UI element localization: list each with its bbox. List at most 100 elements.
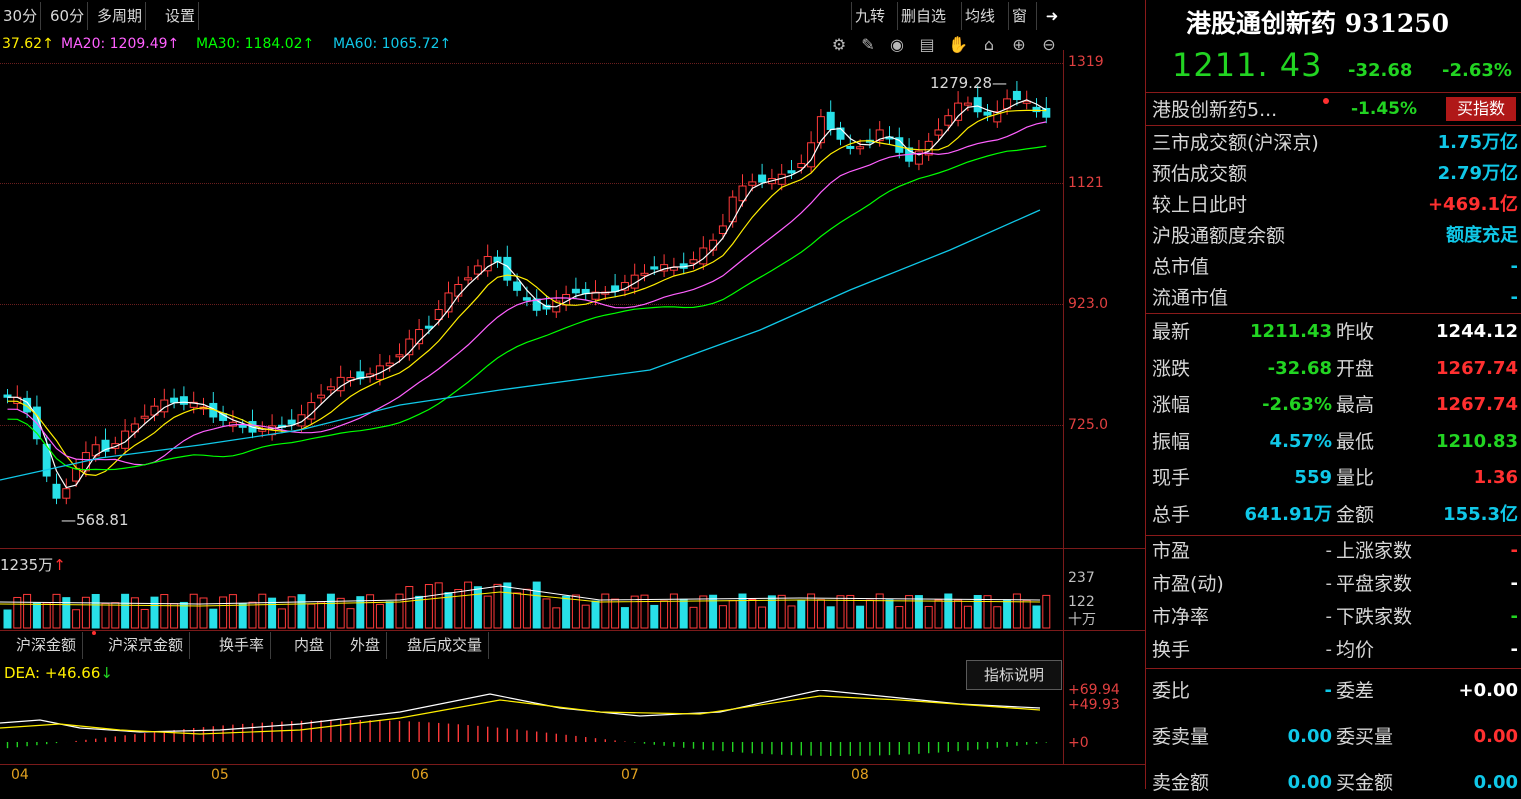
related-fund-name[interactable]: 港股创新药5...: [1152, 99, 1278, 121]
volume-bar: [630, 595, 639, 629]
hand-pan-icon[interactable]: ✋: [948, 35, 968, 54]
quote-value: 1244.12: [1436, 321, 1518, 342]
candle-body: [1012, 90, 1021, 101]
kline-chart-area[interactable]: 30分 60分 多周期 设置 九转 删自选 均线 窗 ➜ 37.62↑ MA20…: [0, 0, 1145, 789]
volume-bar: [170, 603, 179, 629]
dea-label: DEA: +46.66↓: [4, 664, 113, 682]
candle-body: [415, 329, 424, 345]
volume-bar: [42, 602, 51, 629]
volume-bar: [1032, 605, 1041, 629]
volume-bar: [483, 595, 492, 629]
volume-bar: [62, 597, 71, 629]
lock-icon[interactable]: ⌂: [983, 35, 995, 54]
tab-hs-amount[interactable]: 沪深金额: [10, 632, 84, 659]
indicator-help-button[interactable]: 指标说明: [966, 660, 1062, 690]
candle-body: [532, 298, 541, 311]
volume-bar: [219, 596, 228, 629]
macd-chart: [0, 690, 1048, 756]
zoom-in-icon[interactable]: ⊕: [1012, 35, 1026, 54]
month-label: 06: [411, 767, 429, 783]
volume-bar: [366, 594, 375, 629]
volume-bar: [601, 593, 610, 629]
ma-lines-button[interactable]: 均线: [961, 2, 998, 30]
stat-value: -: [1510, 606, 1518, 627]
settings-gear-icon[interactable]: ⚙: [831, 35, 847, 54]
candle-body: [121, 430, 130, 449]
volume-bar: [669, 593, 678, 629]
volume-bar: [640, 594, 649, 629]
remove-watchlist-button[interactable]: 删自选: [897, 2, 949, 30]
zoom-out-icon[interactable]: ⊖: [1042, 35, 1056, 54]
candle-body: [807, 142, 816, 168]
volume-bar: [101, 602, 110, 629]
order-label: 委差: [1336, 680, 1375, 702]
stat-label: 换手: [1152, 639, 1191, 661]
volume-bar: [1022, 599, 1031, 629]
period-60min-button[interactable]: 60分: [47, 2, 89, 30]
volume-bar: [356, 596, 365, 629]
volume-bar: [816, 599, 825, 629]
window-button[interactable]: 窗: [1008, 2, 1030, 30]
quote-value: -32.68: [1267, 357, 1332, 379]
quote-label: 量比: [1336, 467, 1375, 489]
stat-value: -: [1325, 639, 1333, 660]
buy-index-button[interactable]: 买指数: [1446, 97, 1516, 121]
candle-body: [297, 414, 306, 427]
tab-hsj-amount[interactable]: 沪深京金额: [102, 632, 191, 659]
market-stat-value: 额度充足: [1446, 225, 1518, 246]
volume-bar: [111, 602, 120, 629]
quote-value: 1267.74: [1436, 394, 1518, 415]
candle-body: [630, 274, 639, 289]
tab-turnover[interactable]: 换手率: [213, 632, 272, 659]
collapse-arrow-icon[interactable]: ➜: [1036, 2, 1067, 30]
volume-bar: [317, 601, 326, 629]
grid-line: [0, 63, 1063, 64]
stat-label: 下跌家数: [1336, 606, 1413, 628]
quote-label: 金额: [1336, 503, 1375, 526]
pane-divider: [0, 548, 1145, 549]
settings-button[interactable]: 设置: [162, 2, 200, 30]
nine-turn-button[interactable]: 九转: [851, 2, 888, 30]
candle-body: [895, 137, 904, 153]
volume-bar: [336, 597, 345, 629]
volume-bar: [689, 606, 698, 629]
price-tick: 923.0: [1068, 296, 1109, 312]
price-change-pct: -2.63%: [1442, 60, 1512, 81]
candle-body: [405, 338, 414, 356]
dif-line: [0, 690, 1041, 733]
period-30min-button[interactable]: 30分: [0, 2, 42, 30]
candle-body: [973, 97, 982, 113]
volume-bar: [738, 593, 747, 629]
tab-inner-volume[interactable]: 内盘: [288, 632, 332, 659]
candle-body: [954, 102, 963, 121]
candle-body: [816, 116, 825, 144]
eye-icon[interactable]: ◉: [890, 35, 904, 54]
volume-bar: [405, 586, 414, 629]
stat-label: 市净率: [1152, 606, 1210, 628]
volume-bar: [297, 594, 306, 629]
quote-label: 最新: [1152, 321, 1191, 343]
quote-value: 1210.83: [1436, 430, 1518, 452]
quote-label: 最低: [1336, 430, 1375, 453]
ma60-legend: MA60: 1065.72↑: [333, 36, 452, 52]
volume-bar: [503, 582, 512, 629]
tab-after-hours-volume[interactable]: 盘后成交量: [401, 632, 490, 659]
alert-dot-icon: [1323, 98, 1329, 104]
price-tick: 1121: [1068, 175, 1104, 191]
order-label: 委比: [1152, 680, 1191, 702]
stat-label: 平盘家数: [1336, 573, 1413, 595]
draw-pen-icon[interactable]: ✎: [861, 35, 875, 54]
quote-value: 4.57%: [1269, 430, 1332, 452]
volume-bar: [160, 594, 169, 629]
trash-icon[interactable]: ▤: [919, 35, 935, 54]
candle-body: [993, 111, 1002, 123]
candle-body: [52, 483, 61, 499]
order-value: 0.00: [1287, 726, 1332, 747]
stat-value: -: [1510, 573, 1518, 594]
tab-outer-volume[interactable]: 外盘: [344, 632, 388, 659]
candle-body: [179, 396, 188, 405]
volume-bar: [1012, 593, 1021, 629]
market-stat-label: 沪股通额度余额: [1152, 225, 1286, 247]
volume-bar: [238, 603, 247, 629]
multi-period-button[interactable]: 多周期: [94, 2, 147, 30]
